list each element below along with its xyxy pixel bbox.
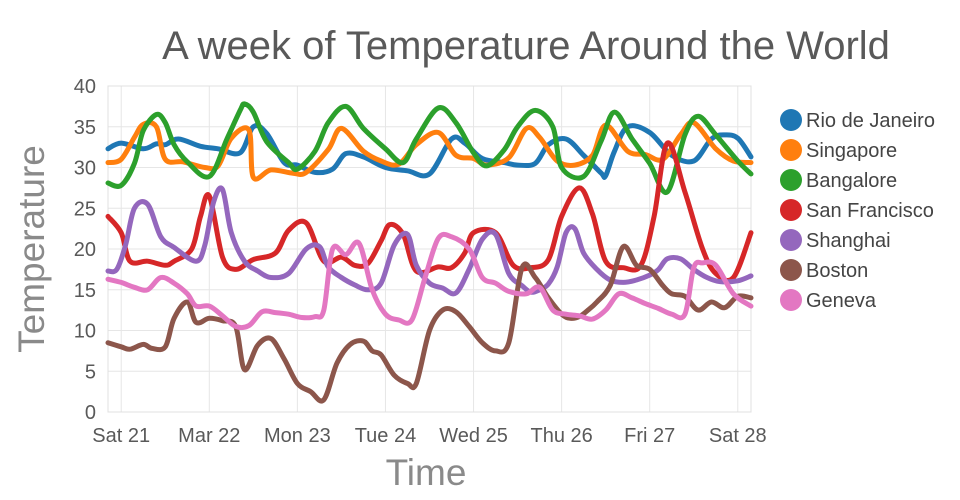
legend-marker-geneva [780, 289, 802, 311]
legend-marker-singapore [780, 139, 802, 161]
legend-marker-shanghai [780, 229, 802, 251]
y-tick-label: 0 [85, 402, 96, 424]
x-tick-label: Mon 23 [264, 425, 331, 447]
legend-marker-boston [780, 259, 802, 281]
legend-label-rio-de-janeiro: Rio de Janeiro [806, 110, 935, 132]
series-line-bangalore [105, 101, 754, 195]
legend-label-san-francisco: San Francisco [806, 200, 934, 222]
y-axis-ticks: 0 5 10 15 20 25 30 35 40 [74, 76, 96, 424]
plot-area [107, 85, 752, 413]
x-tick-label: Tue 24 [355, 425, 417, 447]
x-tick-label: Thu 26 [530, 425, 592, 447]
series-line-geneva [105, 231, 754, 331]
legend-label-bangalore: Bangalore [806, 170, 897, 192]
y-tick-label: 5 [85, 361, 96, 383]
y-axis-title: Temperature [11, 145, 52, 353]
y-tick-label: 30 [74, 158, 96, 180]
series-lines [105, 101, 754, 404]
x-axis-title: Time [386, 452, 467, 493]
legend-label-singapore: Singapore [806, 140, 897, 162]
legend-label-shanghai: Shanghai [806, 230, 891, 252]
y-tick-label: 10 [74, 321, 96, 343]
y-tick-label: 40 [74, 76, 96, 98]
x-tick-label: Sat 28 [709, 425, 767, 447]
y-tick-label: 15 [74, 280, 96, 302]
series-line-rio-de-janeiro [105, 123, 754, 180]
y-tick-label: 20 [74, 239, 96, 261]
x-tick-label: Sat 21 [92, 425, 150, 447]
chart-title: A week of Temperature Around the World [162, 24, 890, 68]
series-line-boston [105, 243, 754, 404]
series-line-shanghai [105, 185, 754, 297]
legend-label-geneva: Geneva [806, 290, 877, 312]
legend-marker-rio-de-janeiro [780, 109, 802, 131]
legend-label-boston: Boston [806, 260, 868, 282]
x-tick-label: Fri 27 [624, 425, 675, 447]
y-tick-label: 25 [74, 198, 96, 220]
legend-marker-san-francisco [780, 199, 802, 221]
x-axis-ticks: Sat 21 Mar 22 Mon 23 Tue 24 Wed 25 Thu 26 Fri … [92, 425, 766, 447]
legend: Rio de Janeiro Singapore Bangalore San Fran… [780, 109, 935, 312]
x-tick-label: Wed 25 [439, 425, 508, 447]
y-tick-label: 35 [74, 117, 96, 139]
x-tick-label: Mar 22 [178, 425, 240, 447]
legend-marker-bangalore [780, 169, 802, 191]
